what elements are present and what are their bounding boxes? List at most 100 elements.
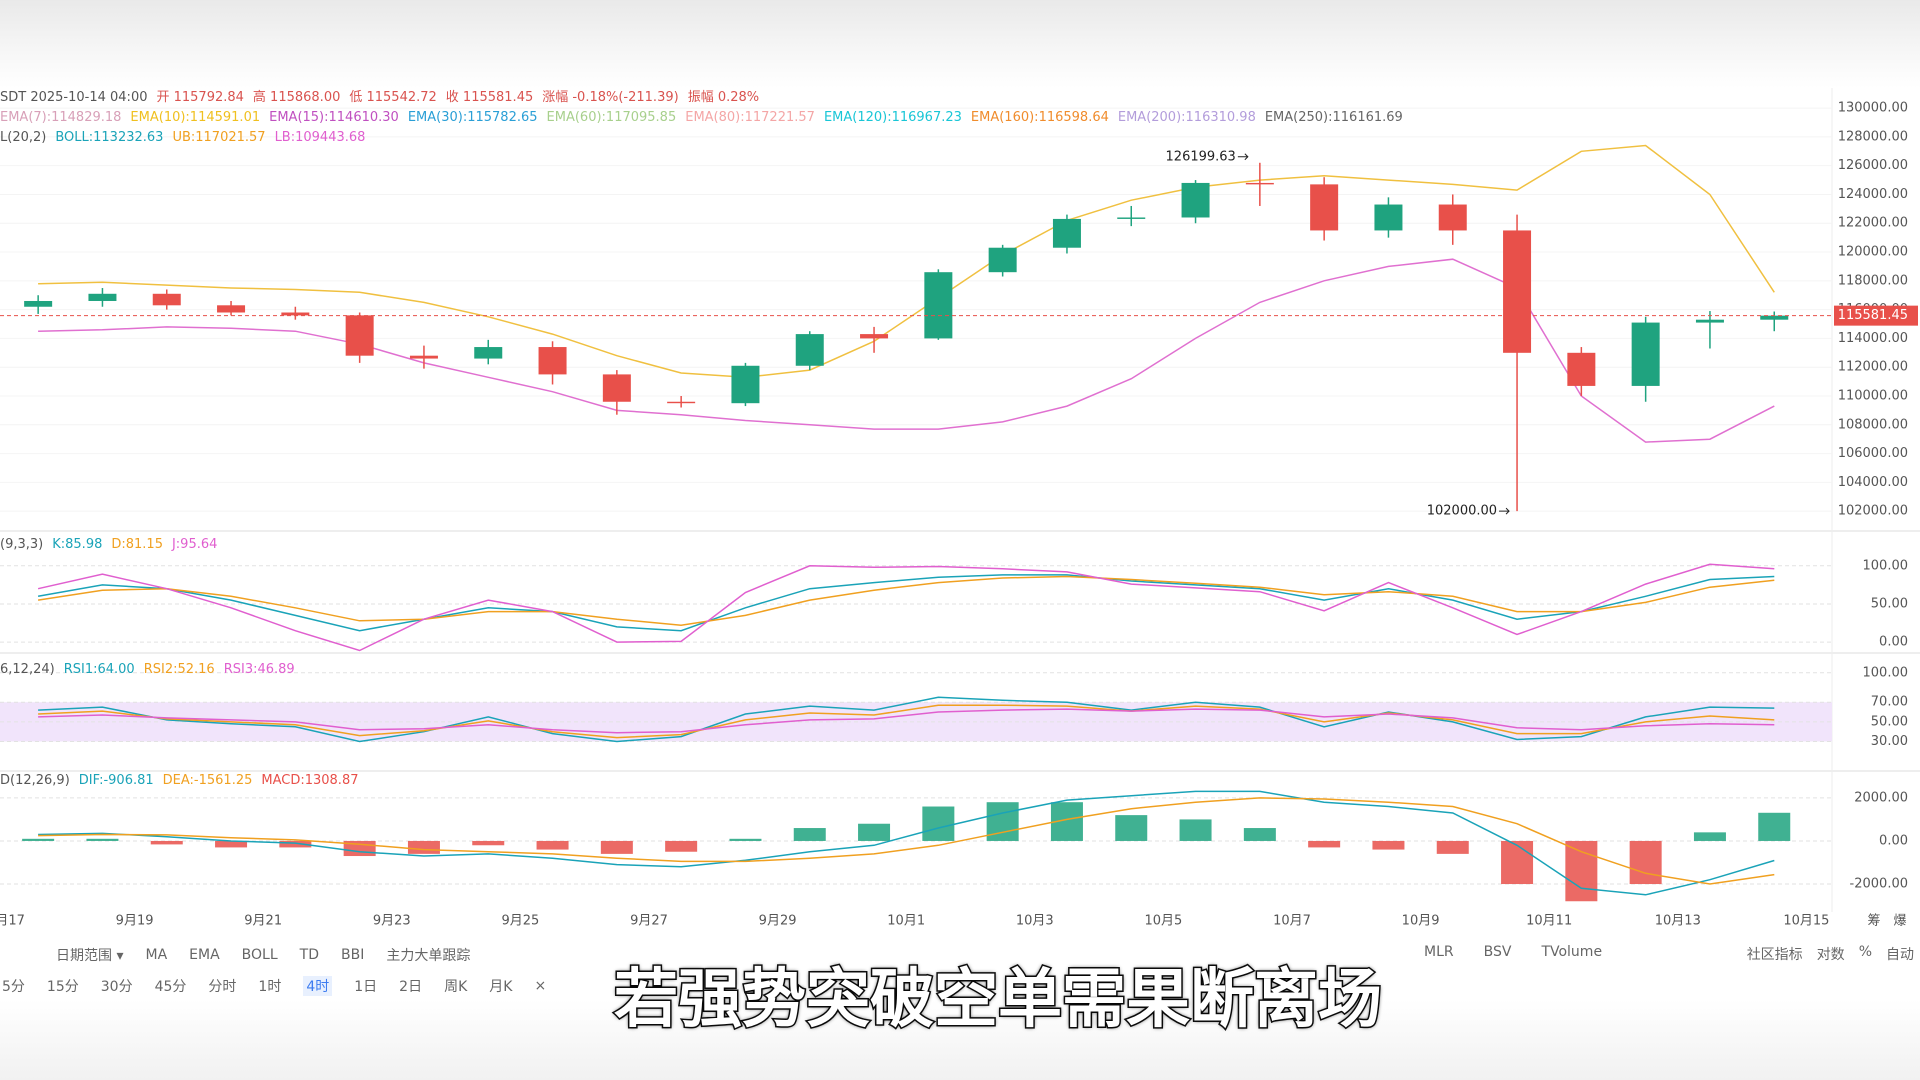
toolbar-item[interactable]: 15分 — [46, 979, 79, 995]
legend-item: BOLL:113232.63 — [55, 130, 163, 145]
candle-body — [1438, 204, 1467, 231]
macd-bar — [22, 838, 55, 841]
indicator-line — [37, 575, 1775, 627]
y-tick-label: 120000.00 — [1838, 245, 1908, 260]
legend-item: DEA:-1561.25 — [163, 773, 253, 788]
y-tick-label: 126000.00 — [1838, 158, 1908, 173]
toolbar-item[interactable]: 月K — [489, 979, 513, 995]
toolbar-item[interactable]: × — [534, 978, 547, 994]
candle-body — [345, 315, 374, 356]
candle-body — [988, 247, 1017, 273]
top-band — [0, 0, 1920, 88]
legend-item: D:81.15 — [111, 537, 163, 552]
legend-item: 低 115542.72 — [349, 90, 436, 105]
indicator-line — [37, 574, 1775, 632]
indicator-toolbar-more: MLR BSV TVolume — [1424, 944, 1632, 960]
panel-legend: D(12,26,9) DIF:-906.81 DEA:-1561.25 MACD:13… — [0, 773, 358, 788]
toolbar-item[interactable]: MLR — [1424, 944, 1454, 960]
toolbar-item[interactable]: 2日 — [399, 979, 423, 995]
toolbar-item[interactable]: 45分 — [154, 979, 187, 995]
candle-body — [1052, 218, 1081, 248]
toolbar-item[interactable]: MA — [145, 947, 168, 963]
toolbar-item[interactable]: 自动 — [1886, 947, 1914, 963]
y-tick-label: 124000.00 — [1838, 187, 1908, 202]
x-tick-label: 10月11 — [1526, 914, 1572, 929]
y-tick-label: 118000.00 — [1838, 273, 1908, 288]
macd-bar — [472, 840, 505, 846]
macd-bar — [858, 823, 891, 841]
min-label: 102000.00 — [1427, 504, 1497, 519]
max-arrow — [1237, 153, 1249, 161]
toolbar-item[interactable]: % — [1858, 944, 1872, 960]
macd-bar — [729, 838, 762, 841]
candle-body — [795, 334, 824, 366]
toolbar-item[interactable]: BSV — [1483, 944, 1512, 960]
y-tick-label: 104000.00 — [1838, 475, 1908, 490]
legend-item: MACD:1308.87 — [261, 773, 358, 788]
toolbar-item[interactable]: 30分 — [100, 979, 133, 995]
candle-body — [409, 355, 438, 359]
toolbar-item[interactable]: 周K — [444, 979, 468, 995]
legend-item: EMA(80):117221.57 — [685, 110, 815, 125]
toolbar-item[interactable]: 4时 — [303, 976, 333, 996]
candle-body — [1567, 352, 1596, 386]
panel-legend: L(20,2) BOLL:113232.63 UB:117021.57 LB:1094… — [0, 130, 365, 145]
legend-item: 高 115868.00 — [253, 89, 340, 105]
toolbar-item[interactable]: BBI — [340, 947, 365, 963]
toolbar-item[interactable]: BOLL — [241, 947, 278, 963]
toolbar-item[interactable]: 社区指标 — [1746, 947, 1803, 963]
candle-body — [474, 347, 503, 359]
toolbar-item[interactable]: 对数 — [1816, 947, 1845, 963]
x-tick-label: 9月25 — [501, 914, 539, 929]
toolbar-item[interactable]: 1日 — [354, 979, 378, 995]
legend-item: D(12,26,9) — [0, 773, 70, 788]
y-tick-label: 0.00 — [1879, 635, 1908, 650]
toolbar-item[interactable]: 分时 — [208, 979, 237, 995]
macd-bar — [407, 840, 440, 854]
toolbar-item[interactable]: 5分 — [2, 979, 25, 995]
corner-label: 爆 — [1893, 914, 1906, 929]
macd-bar — [1372, 840, 1405, 850]
last-price-label: 115581.45 — [1838, 308, 1908, 323]
legend-item: K:85.98 — [52, 537, 102, 552]
toolbar-item[interactable]: 主力大单跟踪 — [386, 948, 471, 964]
legend-item: EMA(7):114829.18 — [0, 110, 121, 125]
candle-body — [1181, 182, 1210, 218]
candle-body — [667, 401, 696, 404]
candle-body — [602, 374, 631, 402]
candle-body — [1760, 315, 1789, 320]
indicator-line — [38, 708, 1775, 734]
toolbar-item[interactable]: TVolume — [1541, 944, 1603, 960]
indicator-toolbar: 日期范围 ▾ MA EMA BOLL TD BBI 主力大单跟踪 — [0, 944, 492, 966]
y-tick-label: 114000.00 — [1838, 331, 1908, 346]
macd-bar — [1115, 815, 1148, 841]
x-tick-label: 9月23 — [373, 914, 411, 929]
legend-item: 开 115792.84 — [156, 90, 243, 105]
y-tick-label: 50.00 — [1871, 596, 1908, 611]
macd-bar — [665, 840, 698, 852]
toolbar-item[interactable]: TD — [299, 947, 319, 963]
x-tick-label: 10月1 — [887, 914, 925, 929]
x-tick-label: 9月17 — [0, 914, 25, 929]
candle-body — [1374, 204, 1403, 231]
toolbar-item[interactable]: EMA — [189, 947, 220, 963]
candle-body — [24, 300, 53, 307]
candle-body — [281, 312, 310, 316]
indicator-line — [38, 258, 1775, 443]
y-tick-label: 106000.00 — [1838, 446, 1908, 461]
macd-bar — [793, 828, 826, 841]
macd-bar — [1758, 812, 1791, 841]
toolbar-item[interactable]: 1时 — [258, 979, 282, 995]
y-tick-label: 130000.00 — [1838, 101, 1908, 116]
candle-body — [1310, 184, 1339, 231]
y-tick-label: 30.00 — [1871, 734, 1908, 749]
candle-body — [924, 272, 953, 339]
macd-bar — [1243, 828, 1276, 841]
toolbar-item[interactable]: 日期范围 ▾ — [56, 948, 124, 964]
macd-bar — [536, 840, 569, 850]
candle-body — [1117, 217, 1146, 219]
legend-item: RSI2:52.16 — [144, 662, 215, 677]
legend-item: EMA(120):116967.23 — [824, 110, 962, 125]
